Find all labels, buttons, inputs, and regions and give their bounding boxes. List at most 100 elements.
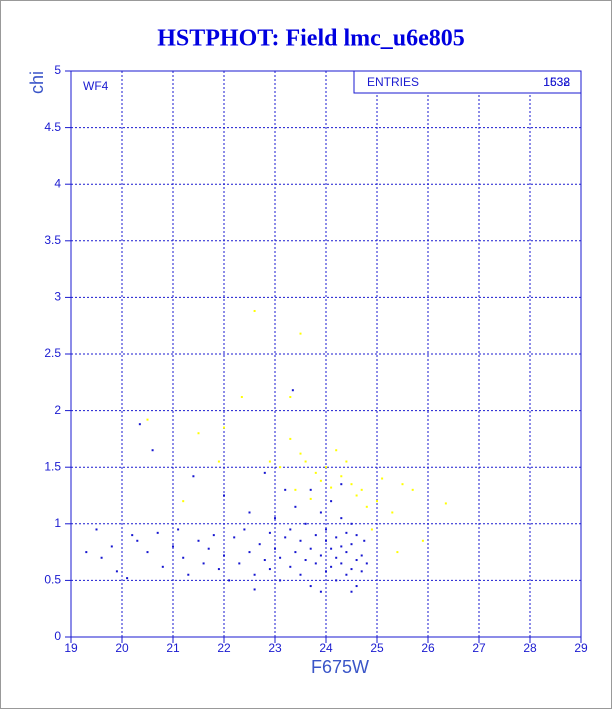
plot-frame [70, 70, 582, 638]
point [381, 477, 384, 480]
point [309, 488, 312, 491]
point [197, 432, 200, 435]
point [151, 449, 154, 452]
point [187, 573, 190, 576]
point [279, 466, 282, 469]
point [355, 559, 358, 562]
point [355, 534, 358, 537]
point [314, 562, 317, 565]
point [279, 556, 282, 559]
point [253, 588, 256, 591]
x-tick-label: 22 [217, 641, 231, 655]
y-tick-label: 0 [54, 629, 61, 643]
point [345, 460, 348, 463]
point [136, 539, 139, 542]
point [248, 511, 251, 514]
point [95, 528, 98, 531]
point [284, 536, 287, 539]
y-tick-label: 4 [54, 176, 61, 190]
point [299, 573, 302, 576]
y-tick-label: 5 [54, 63, 61, 77]
point [294, 505, 297, 508]
point [319, 554, 322, 557]
point [238, 562, 241, 565]
point [248, 551, 251, 554]
point [85, 551, 88, 554]
point [330, 565, 333, 568]
x-tick-label: 19 [64, 641, 78, 655]
point [156, 531, 159, 534]
point [345, 531, 348, 534]
point [268, 460, 271, 463]
point [146, 418, 149, 421]
point [289, 565, 292, 568]
point [345, 551, 348, 554]
point [289, 396, 292, 399]
point [253, 309, 256, 312]
point [138, 423, 141, 426]
point [268, 568, 271, 571]
point [110, 545, 113, 548]
point [319, 479, 322, 482]
point [309, 585, 312, 588]
point [146, 551, 149, 554]
point [253, 573, 256, 576]
point [401, 483, 404, 486]
y-tick-label: 2.5 [44, 346, 61, 360]
x-tick-label: 29 [574, 641, 588, 655]
point [319, 590, 322, 593]
stats-label: ENTRIES [367, 75, 419, 89]
point [294, 551, 297, 554]
x-tick-label: 25 [370, 641, 384, 655]
point [268, 531, 271, 534]
point [309, 547, 312, 550]
x-tick-label: 26 [421, 641, 435, 655]
y-tick-label: 1.5 [44, 459, 61, 473]
point [304, 460, 307, 463]
y-tick-label: 1 [54, 516, 61, 530]
point [212, 534, 215, 537]
point [319, 511, 322, 514]
point [279, 579, 282, 582]
point [304, 522, 307, 525]
point [335, 536, 338, 539]
point [243, 528, 246, 531]
point [330, 500, 333, 503]
point [365, 562, 368, 565]
point [350, 543, 353, 546]
point [177, 528, 180, 531]
chart-title: HSTPHOT: Field lmc_u6e805 [157, 26, 465, 52]
point [223, 426, 225, 429]
point [284, 488, 287, 491]
point [355, 585, 358, 588]
point [233, 536, 236, 539]
point [192, 475, 195, 478]
point [340, 562, 343, 565]
point [223, 554, 225, 557]
point [289, 528, 292, 531]
point [182, 500, 185, 503]
point [340, 475, 343, 478]
point [340, 483, 343, 486]
point [314, 534, 317, 537]
point [335, 449, 338, 452]
annotation: WF4 [83, 79, 109, 93]
point [350, 522, 353, 525]
x-tick-label: 20 [115, 641, 129, 655]
point [370, 528, 373, 531]
point [182, 556, 185, 559]
x-tick-label: 27 [472, 641, 486, 655]
point [263, 471, 266, 474]
x-axis-label: F675W [311, 657, 369, 677]
point [274, 517, 276, 520]
stats-value: 1632 [543, 75, 570, 89]
y-tick-label: 4.5 [44, 120, 61, 134]
y-tick-label: 3.5 [44, 233, 61, 247]
point [228, 579, 231, 582]
point [314, 471, 317, 474]
point [355, 494, 358, 497]
x-tick-label: 23 [268, 641, 282, 655]
point [325, 528, 327, 531]
